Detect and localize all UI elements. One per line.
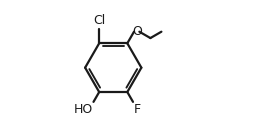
Text: F: F <box>134 103 141 116</box>
Text: Cl: Cl <box>93 14 105 27</box>
Text: HO: HO <box>74 103 93 116</box>
Text: O: O <box>133 25 142 38</box>
